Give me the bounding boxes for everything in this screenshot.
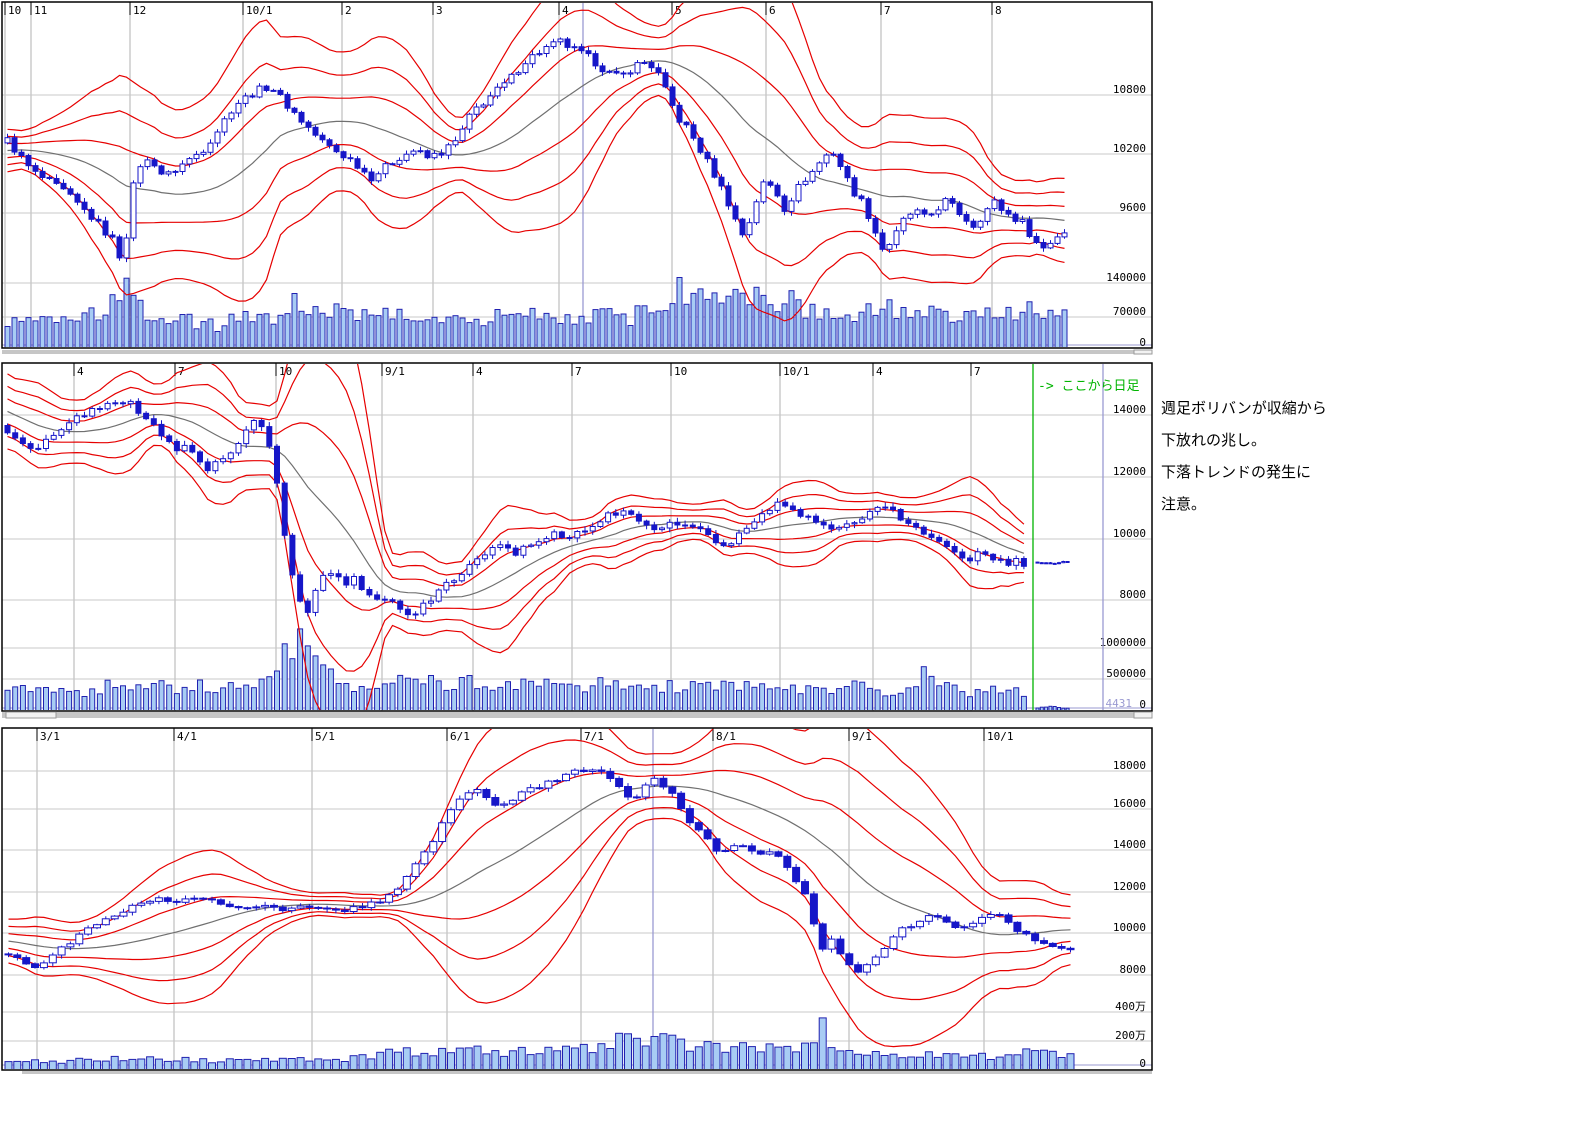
x-axis-label: 4 [476,365,483,378]
scrollbar-thumb[interactable] [1133,711,1153,719]
x-axis-label: 11 [34,4,47,17]
x-axis-label: 2 [345,4,352,17]
daily-start-label: -> ここから日足 [1038,379,1139,394]
annotation-line-2: 下放れの兆し。 [1161,431,1267,449]
x-axis-label: 7 [575,365,582,378]
x-axis-label: 10 [8,4,21,17]
top-panel-bollinger-bands [7,3,1065,322]
x-axis-label: 6/1 [450,730,470,743]
y-axis-label: 14000 [1113,403,1146,416]
top-panel-axis-labels: 10 11 12 10/1 2 3 4 5 6 7 8 10800 10200 9600 140000 700… [4,2,1147,349]
y-axis-label: 0 [1139,1057,1146,1070]
x-axis-label: 10/1 [783,365,810,378]
y-axis-label: 8000 [1120,963,1147,976]
x-axis-label: 8/1 [716,730,736,743]
scrollbar-track-2[interactable] [2,712,1152,718]
x-axis-label: 9/1 [385,365,405,378]
y-axis-label: 10000 [1113,921,1146,934]
x-axis-label: 4 [876,365,883,378]
y-axis-label: 0 [1139,336,1146,349]
middle-panel-plot-area[interactable] [2,363,1152,711]
x-axis-label: 7 [884,4,891,17]
x-axis-label: 3/1 [40,730,60,743]
y-axis-label: 500000 [1106,667,1146,680]
x-axis-label: 10/1 [987,730,1014,743]
middle-panel-candles [4,398,1070,620]
y-axis-label: 14000 [1113,838,1146,851]
x-axis-label: 3 [436,4,443,17]
x-axis-label: 4 [562,4,569,17]
middle-panel-volume-bars [4,628,1070,710]
scrollbar-track-3[interactable] [22,1071,1152,1074]
annotation-line-4: 注意。 [1161,495,1207,513]
y-axis-label: 10000 [1113,527,1146,540]
y-axis-label: 9600 [1120,201,1147,214]
bottom-panel-border [1,727,1153,1071]
x-axis-label: 7/1 [584,730,604,743]
y-axis-label: 1000000 [1100,636,1146,649]
x-axis-label: 5 [675,4,682,17]
y-axis-label: 70000 [1113,305,1146,318]
middle-panel-border [1,362,1153,712]
annotation-note: 週足ボリバンが収縮から 下放れの兆し。 下落トレンドの発生に 注意。 [1161,392,1381,520]
y-axis-label: 140000 [1106,271,1146,284]
top-panel-candles [4,37,1068,263]
y-axis-label: 10800 [1113,83,1146,96]
bottom-panel-candles [4,766,1075,976]
y-axis-label: 12000 [1113,465,1146,478]
bottom-panel-plot-area[interactable] [2,728,1152,1070]
x-axis-label: 12 [133,4,146,17]
top-panel-plot-area[interactable] [2,2,1152,348]
x-axis-label: 4 [77,365,84,378]
annotation-line-1: 週足ボリバンが収縮から [1161,399,1327,417]
bottom-panel-volume-bars [4,1017,1075,1069]
y-axis-label: 400万 [1115,1000,1146,1013]
y-axis-label: 16000 [1113,797,1146,810]
y-axis-label: 10200 [1113,142,1146,155]
y-axis-label: 12000 [1113,880,1146,893]
y-axis-label: 8000 [1120,588,1147,601]
x-axis-label: 10 [674,365,687,378]
scrollbar-thumb[interactable] [5,711,57,719]
y-axis-label: 0 [1139,698,1146,711]
x-axis-label: 4/1 [177,730,197,743]
x-axis-label: 5/1 [315,730,335,743]
annotation-line-3: 下落トレンドの発生に [1161,463,1312,481]
x-axis-label: 6 [769,4,776,17]
cursor-volume-value: 4431 [1106,697,1133,710]
bottom-panel-axis-labels: 3/1 4/1 5/1 6/1 7/1 8/1 9/1 10/1 18000 16000 14000… [36,728,1147,1070]
top-panel-volume-bars [4,277,1068,347]
top-panel-border [1,1,1153,349]
scrollbar-track-1[interactable] [2,350,1152,354]
y-axis-label: 18000 [1113,759,1146,772]
x-axis-label: 7 [974,365,981,378]
x-axis-label: 9/1 [852,730,872,743]
x-axis-label: 10/1 [246,4,273,17]
x-axis-label: 8 [995,4,1002,17]
middle-panel-marker-lines [1032,364,1104,710]
scrollbar-thumb[interactable] [1133,349,1153,355]
y-axis-label: 200万 [1115,1029,1146,1042]
